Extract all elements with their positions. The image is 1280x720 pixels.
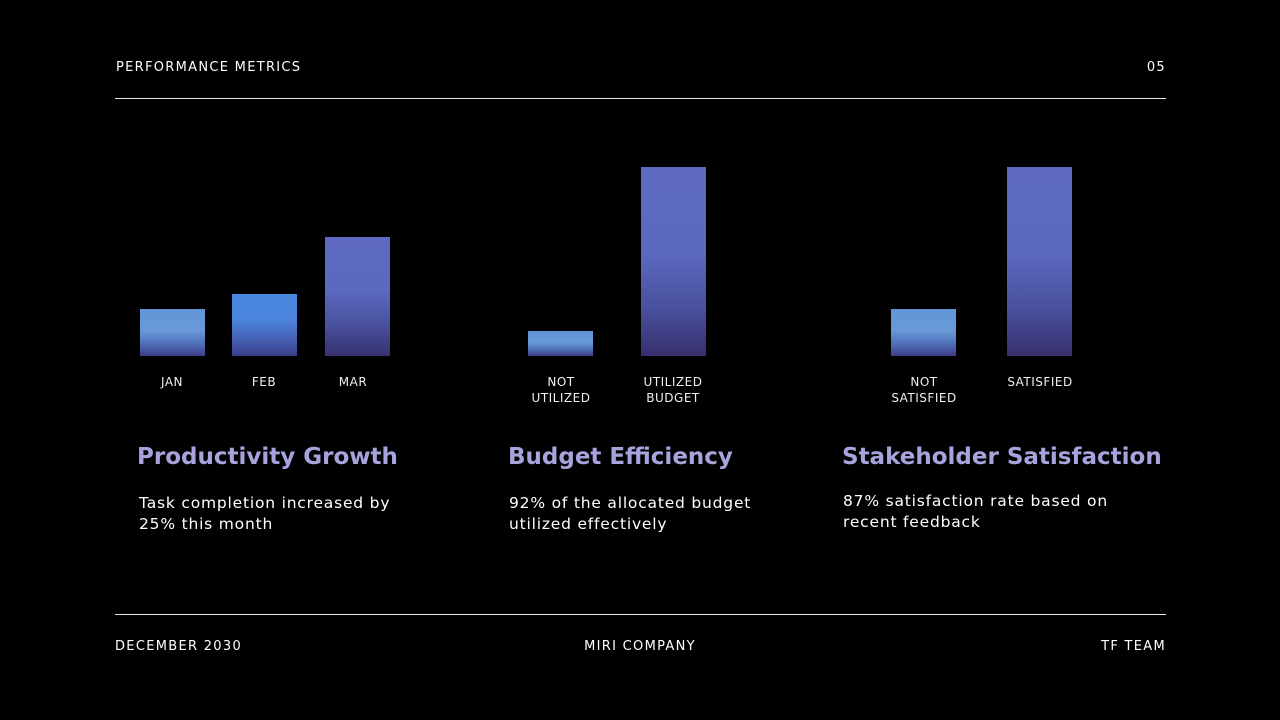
page-number: 05: [1146, 60, 1166, 75]
tick-label-mar: MAR: [338, 375, 368, 389]
chart-description-satisfaction: 87% satisfaction rate based on recent fe…: [843, 492, 1108, 531]
bar-mar: [325, 236, 390, 356]
bar-feb: [232, 293, 297, 356]
tick-label-not-utilized: NOT UTILIZED: [531, 375, 591, 405]
chart-description-budget: 92% of the allocated budget utilized eff…: [509, 494, 752, 533]
tick-label-feb: FEB: [251, 375, 277, 389]
header-divider: [115, 98, 1166, 99]
bar-satisfied: [1007, 167, 1072, 356]
tick-label-utilized-budget: UTILIZED BUDGET: [643, 375, 703, 405]
chart-title-budget: Budget Efficiency: [508, 444, 733, 470]
chart-title-satisfaction: Stakeholder Satisfaction: [842, 444, 1162, 470]
chart-title-productivity: Productivity Growth: [137, 444, 398, 470]
header-title: PERFORMANCE METRICS: [116, 60, 302, 75]
footer-divider: [115, 614, 1166, 615]
chart-description-productivity: Task completion increased by 25% this mo…: [139, 494, 391, 533]
footer-company: MIRI COMPANY: [584, 639, 696, 654]
bar-not-utilized: [528, 331, 593, 356]
tick-label-not-satisfied: NOT SATISFIED: [891, 375, 957, 405]
bar-utilized-budget: [641, 167, 706, 356]
footer-date: DECEMBER 2030: [115, 639, 243, 654]
tick-label-jan: JAN: [160, 375, 183, 389]
footer-team: TF TEAM: [1101, 639, 1166, 654]
bar-jan: [140, 308, 205, 356]
tick-label-satisfied: SATISFIED: [1007, 375, 1073, 389]
bar-not-satisfied: [891, 308, 956, 356]
